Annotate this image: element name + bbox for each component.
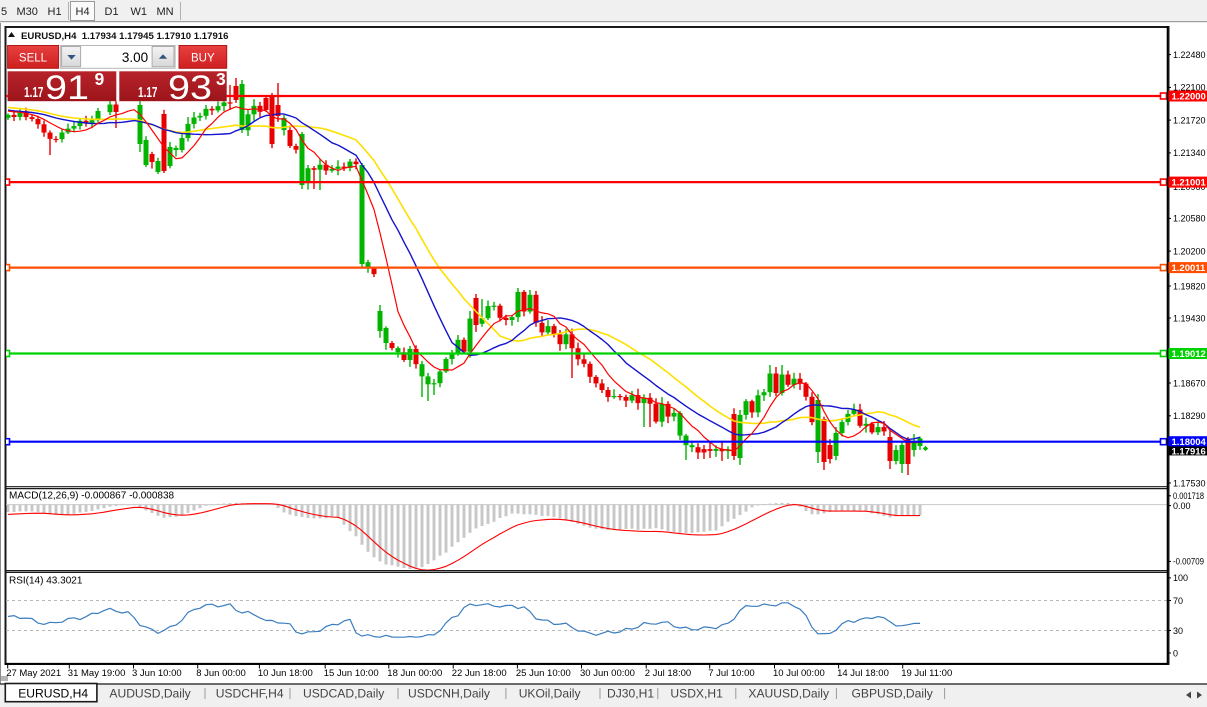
svg-text:BUY: BUY: [191, 53, 215, 65]
svg-text:10 Jun 18:00: 10 Jun 18:00: [258, 668, 313, 679]
svg-text:USDCNH,Daily: USDCNH,Daily: [408, 687, 491, 701]
svg-text:USDCHF,H4: USDCHF,H4: [216, 687, 284, 701]
svg-text:9: 9: [95, 69, 105, 89]
svg-text:3.00: 3.00: [122, 50, 148, 65]
svg-text:1.20580: 1.20580: [1173, 214, 1206, 224]
svg-text:27 May 2021: 27 May 2021: [6, 668, 61, 679]
svg-text:0.001718: 0.001718: [1173, 491, 1204, 501]
svg-text:18 Jun 00:00: 18 Jun 00:00: [387, 668, 442, 679]
svg-text:3: 3: [216, 69, 226, 89]
svg-text:30: 30: [1173, 626, 1183, 636]
svg-text:10 Jul 00:00: 10 Jul 00:00: [773, 668, 825, 679]
svg-text:91: 91: [45, 69, 89, 107]
svg-text:0: 0: [1173, 648, 1178, 658]
svg-text:8 Jun 00:00: 8 Jun 00:00: [196, 668, 246, 679]
svg-text:1.20011: 1.20011: [1172, 263, 1207, 274]
svg-text:EURUSD,H4: EURUSD,H4: [18, 687, 88, 701]
svg-text:5: 5: [1, 6, 7, 18]
svg-text:USDX,H1: USDX,H1: [670, 687, 723, 701]
svg-text:RSI(14) 43.3021: RSI(14) 43.3021: [9, 576, 83, 587]
svg-text:1.19430: 1.19430: [1173, 313, 1206, 323]
svg-text:MN: MN: [157, 6, 174, 18]
svg-text:-0.00709: -0.00709: [1173, 557, 1204, 567]
svg-text:1.22100: 1.22100: [1173, 83, 1206, 93]
svg-text:GBPUSD,Daily: GBPUSD,Daily: [852, 687, 934, 701]
svg-text:H4: H4: [76, 6, 90, 18]
svg-text:DJ30,H1: DJ30,H1: [607, 687, 654, 701]
svg-text:1.19820: 1.19820: [1173, 281, 1206, 291]
svg-text:1.19012: 1.19012: [1172, 349, 1206, 360]
svg-text:USDCAD,Daily: USDCAD,Daily: [303, 687, 385, 701]
svg-text:100: 100: [1173, 573, 1188, 583]
svg-text:93: 93: [168, 69, 212, 107]
svg-text:AUDUSD,Daily: AUDUSD,Daily: [109, 687, 191, 701]
svg-text:70: 70: [1173, 596, 1183, 606]
svg-text:1.17530: 1.17530: [1173, 478, 1206, 488]
svg-text:2 Jul 18:00: 2 Jul 18:00: [645, 668, 691, 679]
svg-text:1.22000: 1.22000: [1172, 91, 1206, 102]
svg-text:1.18670: 1.18670: [1173, 378, 1206, 388]
svg-text:1.18004: 1.18004: [1172, 437, 1207, 448]
svg-text:1.21340: 1.21340: [1173, 148, 1206, 158]
svg-text:1.21720: 1.21720: [1173, 115, 1206, 125]
svg-text:19 Jul 11:00: 19 Jul 11:00: [901, 668, 952, 679]
svg-text:M30: M30: [17, 6, 38, 18]
svg-text:1.17916: 1.17916: [1172, 446, 1206, 457]
svg-text:H1: H1: [48, 6, 62, 18]
svg-text:D1: D1: [105, 6, 119, 18]
svg-text:15 Jun 10:00: 15 Jun 10:00: [324, 668, 379, 679]
svg-text:1.17: 1.17: [24, 84, 44, 101]
svg-text:MACD(12,26,9) -0.000867 -0.000: MACD(12,26,9) -0.000867 -0.000838: [9, 491, 175, 502]
svg-text:25 Jun 10:00: 25 Jun 10:00: [516, 668, 571, 679]
svg-text:UKOil,Daily: UKOil,Daily: [519, 687, 582, 701]
svg-text:3 Jun 10:00: 3 Jun 10:00: [132, 668, 182, 679]
svg-text:1.22480: 1.22480: [1173, 50, 1206, 60]
svg-text:XAUUSD,Daily: XAUUSD,Daily: [748, 687, 830, 701]
svg-text:1.20200: 1.20200: [1173, 246, 1206, 256]
svg-text:1.17: 1.17: [138, 84, 158, 101]
svg-text:0.00: 0.00: [1173, 501, 1191, 511]
svg-text:22 Jun 18:00: 22 Jun 18:00: [452, 668, 507, 679]
svg-text:30 Jun 00:00: 30 Jun 00:00: [580, 668, 635, 679]
svg-text:EURUSD,H4 1.17934 1.17945 1.1: EURUSD,H4 1.17934 1.17945 1.17910 1.1791…: [21, 31, 228, 42]
svg-text:1.18290: 1.18290: [1173, 411, 1206, 421]
svg-text:1.21001: 1.21001: [1172, 178, 1207, 189]
svg-text:7 Jul 10:00: 7 Jul 10:00: [708, 668, 754, 679]
svg-text:14 Jul 18:00: 14 Jul 18:00: [837, 668, 889, 679]
svg-text:31 May 19:00: 31 May 19:00: [68, 668, 126, 679]
svg-text:SELL: SELL: [19, 53, 48, 65]
svg-text:W1: W1: [131, 6, 148, 18]
